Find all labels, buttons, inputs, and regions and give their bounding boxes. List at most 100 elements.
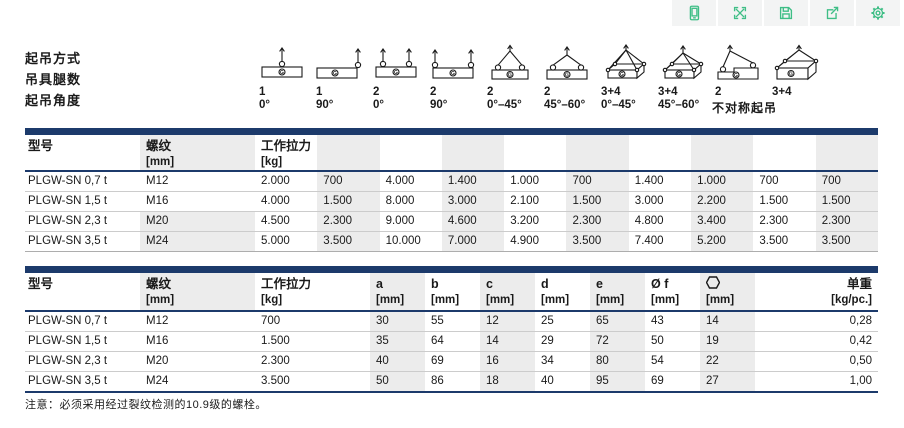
lifting-method-label: 起吊方式: [25, 51, 82, 66]
dimension-cell: 40: [370, 352, 425, 371]
load-header-spacer: [691, 135, 754, 170]
column-header: a [mm]: [370, 273, 425, 310]
load-header-spacer: [753, 135, 815, 170]
dimension-table-header: 型号 螺纹 [mm] 工作拉力 [kg] a [mm] b [mm] c [mm] d [mm] e [mm…: [25, 273, 878, 310]
load-value-cell: 4.900: [510, 235, 539, 247]
save-button[interactable]: [764, 0, 808, 26]
thread-header: 螺纹 [mm]: [140, 135, 255, 170]
load-table-row: PLGW-SN 1,5 t M16 4.000 1.500 8.000 3.000 2.10…: [25, 192, 878, 212]
load-table-body: PLGW-SN 0,7 t M12 2.000 700 4.000 1.400 1.000 7…: [25, 172, 878, 252]
column-header: d [mm]: [541, 277, 570, 306]
dimension-cell: 95: [590, 372, 645, 391]
share-icon: [826, 6, 839, 20]
asym-34-icon: G: [774, 44, 819, 81]
load-value-cell: 9.000: [385, 215, 415, 227]
dimension-cell: 16: [480, 352, 535, 371]
load-value-cell: 3.000: [441, 192, 505, 211]
svg-text:G: G: [280, 70, 284, 76]
lift-angle: 45°–60°: [658, 99, 700, 111]
dimension-cell: 14: [480, 332, 535, 351]
column-header: 螺纹 [mm]: [140, 273, 255, 310]
model-cell: PLGW-SN 1,5 t: [28, 335, 108, 347]
load-table-row: PLGW-SN 3,5 t M24 5.000 3.500 10.000 7.000 4.9…: [25, 232, 878, 252]
footnote: 注意：必须采用经过裂纹检测的10.9级的螺栓。: [25, 399, 267, 411]
dimension-table-row: PLGW-SN 0,7 t M12 700 30 55 12 25 65 43 14 0,28: [25, 312, 878, 332]
lifting-diagram-sling-2-wide: G 2 45°–60°: [541, 44, 598, 112]
load-header-spacer: [629, 135, 691, 170]
dimension-cell: 50: [370, 372, 425, 391]
load-value-cell: 1.400: [634, 175, 664, 187]
thread-cell: M24: [140, 232, 255, 251]
dimension-cell: 64: [431, 335, 444, 347]
hexagon-icon: [705, 276, 721, 289]
svg-text:G: G: [620, 72, 624, 78]
thread-cell: M12: [146, 315, 169, 327]
load-value-cell: 3.500: [759, 235, 789, 247]
lift-angle: 0°–45°: [487, 99, 522, 111]
lifting-diagram-flat-2-90: G 2 90°: [427, 44, 484, 112]
weight-cell: 0,42: [849, 335, 872, 347]
lifting-angle-label: 起吊角度: [25, 93, 82, 108]
device-preview-button[interactable]: [672, 0, 716, 26]
fullscreen-button[interactable]: [718, 0, 762, 26]
flat-2-90-icon: G: [431, 49, 475, 79]
dimension-table: 型号 螺纹 [mm] 工作拉力 [kg] a [mm] b [mm] c [mm] d [mm] e [mm…: [25, 266, 878, 393]
dimension-cell: 65: [590, 312, 645, 331]
flat-2-0-icon: G: [375, 48, 417, 78]
lifting-diagram-flat-1-0: G 1 0°: [256, 44, 313, 112]
share-button[interactable]: [810, 0, 854, 26]
lift-angle: 0°–45°: [601, 99, 636, 111]
lift-angle: [769, 99, 826, 112]
dimension-cell: 34: [541, 355, 554, 367]
load-value-cell: 1.500: [566, 192, 629, 211]
load-value-cell: 1.500: [759, 195, 789, 207]
load-value-cell: 1.500: [317, 192, 380, 211]
load-table-row: PLGW-SN 0,7 t M12 2.000 700 4.000 1.400 1.000 7…: [25, 172, 878, 192]
load-value-cell: 2.100: [510, 195, 539, 207]
load-value-cell: 4.600: [441, 212, 505, 231]
model-cell: PLGW-SN 3,5 t: [28, 235, 108, 247]
model-header: 型号: [28, 139, 54, 153]
dimension-cell: 54: [651, 355, 664, 367]
weight-cell: 1,00: [849, 375, 872, 387]
column-header: 型号: [28, 277, 54, 291]
leg-count: 1: [259, 86, 266, 98]
dimension-cell: 50: [651, 335, 664, 347]
model-cell: PLGW-SN 2,3 t: [28, 215, 108, 227]
column-header: b [mm]: [431, 277, 460, 306]
dimension-cell: 86: [431, 375, 444, 387]
flat-1-90-icon: G: [316, 48, 362, 79]
dimension-cell: 43: [651, 315, 664, 327]
load-value-cell: 3.500: [815, 232, 878, 251]
model-cell: PLGW-SN 2,3 t: [28, 355, 108, 367]
table-top-bar: [25, 266, 878, 273]
load-value-cell: 700: [815, 172, 878, 191]
svg-text:G: G: [333, 71, 337, 77]
dimension-table-row: PLGW-SN 2,3 t M20 2.300 40 69 16 34 80 54 22 0,50: [25, 352, 878, 372]
svg-text:G: G: [565, 72, 569, 78]
load-value-cell: 700: [317, 172, 380, 191]
dimension-cell: 69: [651, 375, 664, 387]
column-header: e [mm]: [590, 273, 645, 310]
dimension-cell: 35: [370, 332, 425, 351]
dimension-table-row: PLGW-SN 3,5 t M24 3.500 50 86 18 40 95 69 27 1,00: [25, 372, 878, 391]
lifting-row-labels: 起吊方式 吊具腿数 起吊角度: [25, 48, 81, 111]
leg-count: 3+4: [658, 86, 678, 98]
load-header-spacer: [566, 135, 629, 170]
lifting-diagram-box-34-narrow: G 3+4 0°–45°: [598, 44, 655, 112]
dimension-cell: 72: [590, 332, 645, 351]
dimension-cell: 14: [700, 312, 755, 331]
table-top-bar: [25, 128, 878, 135]
load-value-cell: 1.500: [815, 192, 878, 211]
settings-button[interactable]: [856, 0, 900, 26]
lift-angle: 90°: [430, 99, 448, 111]
flat-1-0-icon: G: [261, 47, 303, 78]
model-cell: PLGW-SN 0,7 t: [28, 175, 108, 187]
sling-legs-label: 吊具腿数: [25, 72, 82, 87]
lifting-diagram-row: G 1 0° G 1 90° G 2 0° G 2 90° G 2 0°–45° G 2 45°–60° G 3+4 0…: [256, 44, 826, 112]
load-cell: 2.300: [261, 355, 290, 367]
load-cell: 700: [261, 315, 281, 327]
load-table-row: PLGW-SN 2,3 t M20 4.500 2.300 9.000 4.600 3.20…: [25, 212, 878, 232]
leg-count: 1: [316, 86, 323, 98]
